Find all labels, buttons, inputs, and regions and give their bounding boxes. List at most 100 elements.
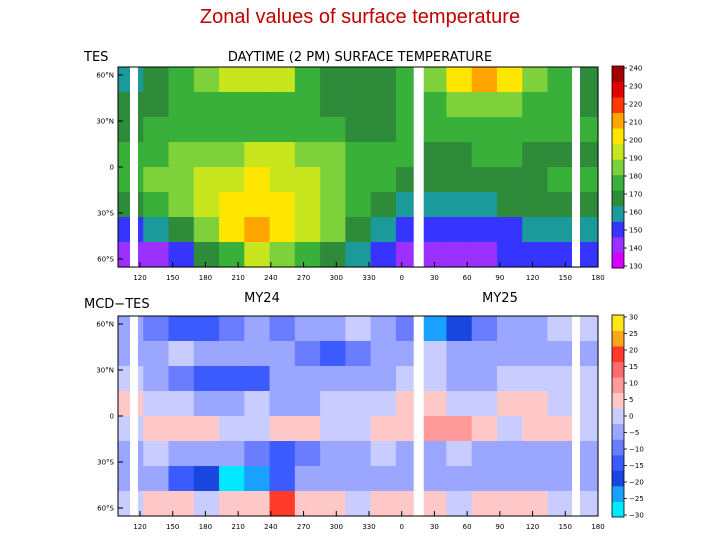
colorbar-top: 240 230 220 210 200 190 180 170 160 150 140 130 — [611, 65, 642, 271]
heatmap-cell — [370, 391, 397, 417]
heatmap-cell — [193, 491, 220, 517]
heatmap-cell — [496, 466, 523, 492]
colorbar-swatch — [612, 501, 624, 518]
heatmap-cell — [219, 341, 245, 367]
heatmap-cell — [446, 217, 473, 243]
heatmap-cell — [547, 441, 574, 467]
y-tick-label: 60°S — [97, 256, 114, 264]
y-tick-label: 0 — [110, 164, 114, 172]
heatmap-cell — [143, 366, 170, 392]
heatmap-cell — [244, 167, 271, 193]
heatmap-cell — [496, 391, 523, 417]
heatmap-cell — [522, 416, 549, 442]
heatmap-cell — [345, 92, 372, 118]
heatmap-cell — [421, 217, 448, 243]
heatmap-cell — [370, 67, 397, 93]
colorbar-swatch — [612, 439, 624, 456]
x-tick-label: 180 — [199, 523, 212, 531]
heatmap-cell — [244, 142, 271, 168]
heatmap-cell — [269, 491, 296, 517]
heatmap-cell — [522, 491, 549, 517]
heatmap-cell — [269, 366, 296, 392]
colorbar-swatch — [612, 330, 624, 347]
heatmap-cell — [320, 217, 346, 243]
colorbar-tick-label: −15 — [629, 462, 644, 470]
x-tick-label: 60 — [463, 523, 472, 531]
heatmap-cell — [446, 366, 473, 392]
colorbar-swatch — [612, 205, 624, 222]
heatmap-cell — [168, 366, 195, 392]
heatmap-cell — [522, 192, 549, 218]
heatmap-cell — [244, 366, 271, 392]
heatmap-cell — [522, 391, 549, 417]
heatmap-cell — [143, 142, 170, 168]
heatmap-cell — [244, 316, 271, 342]
heatmap-cell — [496, 192, 523, 218]
colorbar-swatch — [612, 128, 624, 145]
panel-bottom-label: MCD−TES — [84, 297, 150, 312]
heatmap-cell — [219, 67, 245, 93]
heatmap-cell — [294, 441, 321, 467]
heatmap-cell — [320, 117, 346, 143]
x-tick-label: 90 — [495, 523, 504, 531]
heatmap-cell — [294, 67, 321, 93]
heatmap-cell — [143, 167, 170, 193]
heatmap-cell — [244, 441, 271, 467]
heatmap-cell — [421, 167, 448, 193]
heatmap-cell — [446, 117, 473, 143]
heatmap-cell — [320, 316, 346, 342]
heatmap-cell — [345, 391, 372, 417]
colorbar-tick-label: 20 — [629, 347, 638, 355]
heatmap-cell — [547, 92, 574, 118]
colorbar-swatch — [612, 423, 624, 440]
x-tick-label: 120 — [526, 523, 539, 531]
heatmap-cell — [294, 167, 321, 193]
heatmap-cell — [168, 341, 195, 367]
heatmap-cell — [446, 316, 473, 342]
x-tick-label: 240 — [264, 523, 277, 531]
heatmap-cell — [345, 491, 372, 517]
x-tick-label: 120 — [133, 274, 146, 282]
heatmap-cell — [143, 416, 170, 442]
heatmap-cell — [547, 341, 574, 367]
heatmap-cell — [421, 117, 448, 143]
heatmap-cell — [421, 142, 448, 168]
heatmap-cell — [168, 416, 195, 442]
heatmap-cell — [168, 67, 195, 93]
heatmap-cell — [294, 416, 321, 442]
heatmap-cell — [345, 142, 372, 168]
colorbar-tick-label: 200 — [629, 137, 642, 145]
heatmap-cell — [320, 92, 346, 118]
heatmap-cell — [269, 142, 296, 168]
heatmap-cell — [522, 92, 549, 118]
heatmap-cell — [471, 242, 498, 268]
heatmap-cell — [370, 491, 397, 517]
heatmap-cell — [269, 242, 296, 268]
x-tick-label: 30 — [430, 523, 439, 531]
y-tick-label: 30°S — [97, 210, 114, 218]
heatmap-cell — [294, 242, 321, 268]
heatmap-cell — [522, 366, 549, 392]
heatmap-cell — [496, 491, 523, 517]
x-tick-label: 120 — [526, 274, 539, 282]
heatmap-cell — [219, 242, 245, 268]
heatmap-cell — [193, 441, 220, 467]
heatmap-cell — [219, 366, 245, 392]
heatmap-cell — [421, 441, 448, 467]
heatmap-cell — [446, 242, 473, 268]
heatmap-cell — [320, 67, 346, 93]
heatmap-cell — [345, 117, 372, 143]
heatmap-cell — [320, 491, 346, 517]
x-tick-label: 180 — [199, 274, 212, 282]
heatmap-cell — [370, 117, 397, 143]
x-tick-label: 240 — [264, 274, 277, 282]
x-ticks-top: 120 150 180 210 240 270 300 330 0 30 60 90 120 150 180 — [133, 262, 605, 282]
colorbar-swatch — [612, 112, 624, 129]
heatmap-cell — [496, 217, 523, 243]
heatmap-cell — [294, 192, 321, 218]
heatmap-cell — [345, 67, 372, 93]
heatmap-cell — [143, 117, 170, 143]
heatmap-cell — [143, 316, 170, 342]
heatmap-cell — [269, 391, 296, 417]
heatmap-cell — [193, 316, 220, 342]
